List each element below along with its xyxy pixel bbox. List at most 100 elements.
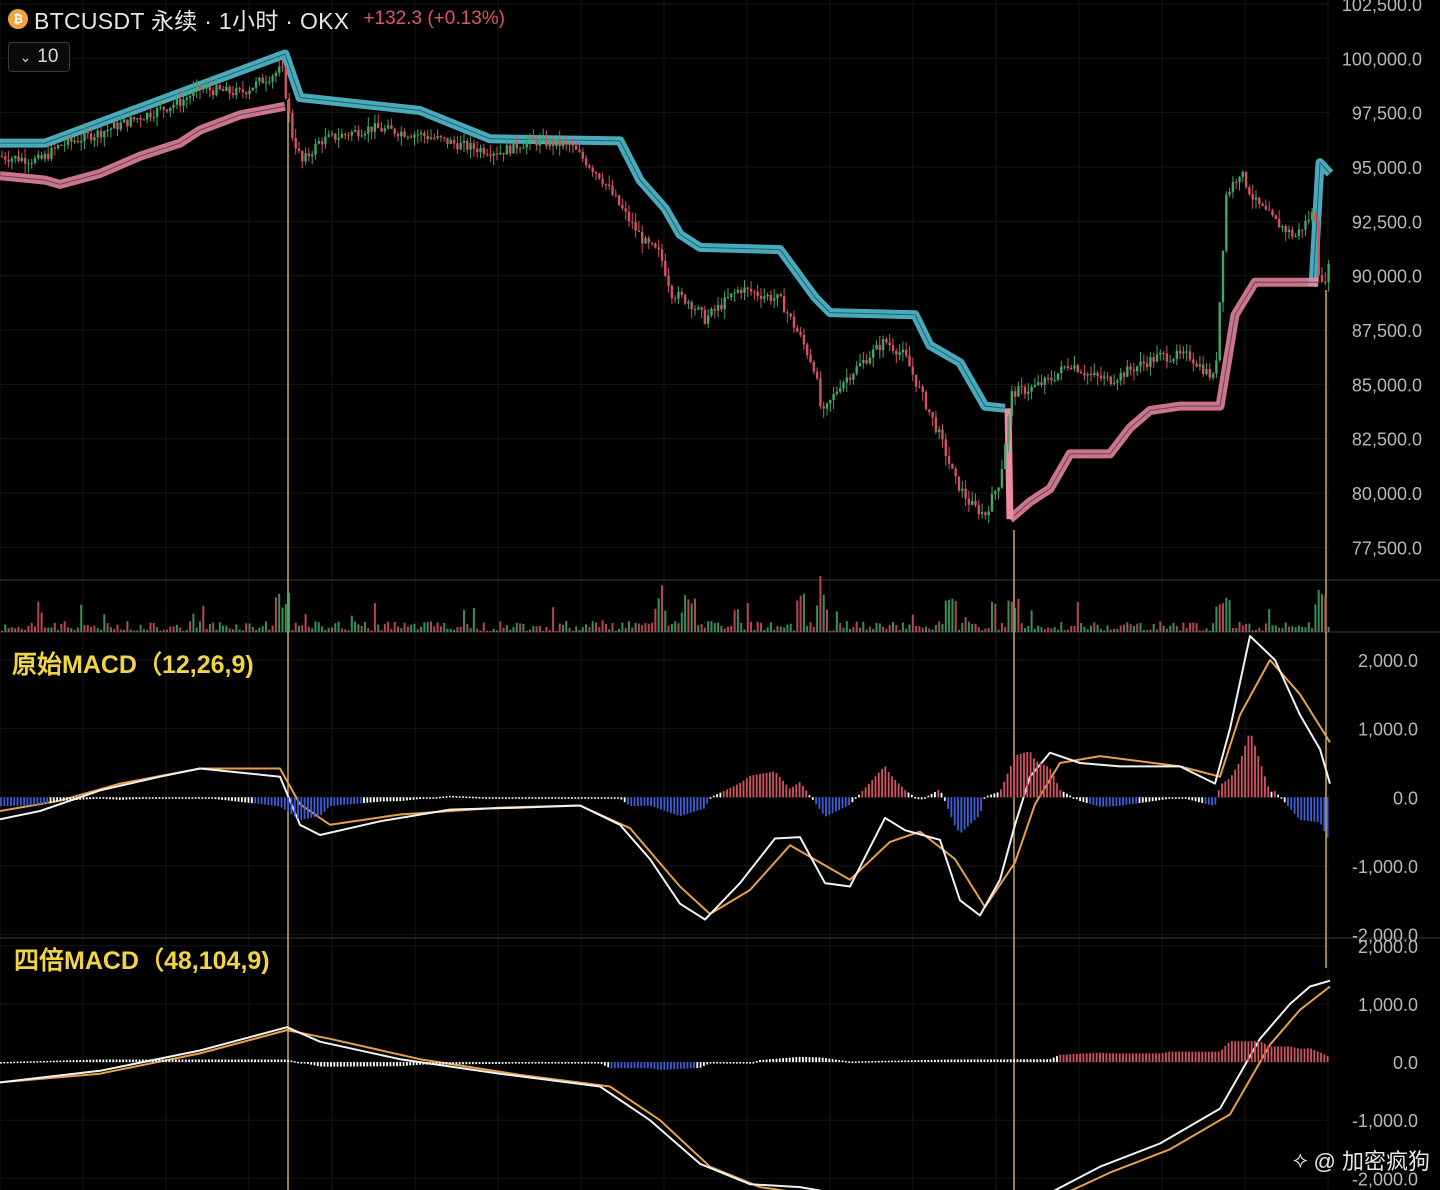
volume-bar bbox=[393, 622, 396, 632]
histogram-bar bbox=[105, 797, 108, 799]
volume-bar bbox=[542, 630, 545, 632]
histogram-bar bbox=[13, 1061, 16, 1064]
candle-body bbox=[1040, 382, 1043, 385]
histogram-bar bbox=[488, 797, 491, 799]
histogram-bar bbox=[224, 797, 227, 801]
histogram-bar bbox=[722, 1062, 725, 1064]
histogram-bar bbox=[181, 1059, 184, 1063]
volume-bar bbox=[479, 630, 482, 632]
histogram-bar bbox=[36, 797, 39, 805]
volume-bar bbox=[733, 609, 736, 632]
volume-bar bbox=[1264, 623, 1267, 632]
histogram-bar bbox=[1042, 1059, 1045, 1063]
candle-body bbox=[756, 291, 759, 296]
volume-bar bbox=[505, 625, 508, 632]
histogram-bar bbox=[376, 1062, 379, 1067]
histogram-bar bbox=[1237, 1041, 1240, 1063]
candle-body bbox=[380, 128, 383, 132]
candle-body bbox=[624, 208, 627, 212]
histogram-bar bbox=[561, 1062, 563, 1064]
candle-body bbox=[1142, 361, 1145, 364]
volume-bar bbox=[347, 630, 350, 632]
volume-bar bbox=[529, 629, 531, 632]
volume-bar bbox=[1294, 627, 1297, 632]
histogram-bar bbox=[1165, 1052, 1167, 1063]
candle-body bbox=[951, 463, 954, 469]
volume-bar bbox=[350, 615, 353, 632]
volume-bar bbox=[410, 624, 413, 632]
histogram-bar bbox=[815, 1057, 817, 1063]
histogram-bar bbox=[109, 797, 111, 800]
histogram-bar bbox=[574, 797, 577, 799]
volume-bar bbox=[93, 625, 96, 632]
histogram-bar bbox=[1237, 763, 1240, 798]
histogram-bar bbox=[320, 1062, 322, 1067]
volume-bar bbox=[555, 630, 558, 632]
volume-bar bbox=[17, 626, 20, 632]
histogram-bar bbox=[646, 797, 649, 806]
histogram-bar bbox=[92, 1059, 95, 1063]
histogram-bar bbox=[92, 797, 95, 799]
histogram-bar bbox=[379, 797, 382, 802]
histogram-bar bbox=[247, 797, 250, 803]
histogram-bar bbox=[1132, 1053, 1134, 1063]
candle-body bbox=[749, 288, 753, 292]
histogram-bar bbox=[369, 797, 372, 803]
candle-body bbox=[165, 109, 169, 112]
histogram-bar bbox=[481, 1062, 484, 1065]
histogram-bar bbox=[194, 797, 197, 799]
histogram-bar bbox=[1138, 797, 1141, 804]
volume-bar bbox=[591, 621, 594, 632]
symbol-title[interactable]: BTCUSDT 永续 · 1小时 · OKX bbox=[34, 8, 350, 34]
histogram-bar bbox=[861, 1061, 864, 1063]
histogram-bar bbox=[1178, 1051, 1180, 1063]
volume-bar bbox=[1189, 622, 1191, 632]
candle-body bbox=[875, 344, 878, 350]
histogram-bar bbox=[848, 797, 850, 806]
histogram-bar bbox=[1036, 1059, 1039, 1063]
candle-body bbox=[152, 117, 155, 119]
candle-body bbox=[1202, 364, 1205, 374]
macd-pane-1: 2,000.01,000.00.0-1,000.0-2,000.0 bbox=[0, 635, 1418, 946]
volume-bar bbox=[1271, 625, 1274, 632]
candle-body bbox=[568, 142, 571, 145]
histogram-bar bbox=[904, 790, 907, 798]
histogram-bar bbox=[1270, 1046, 1273, 1063]
candle-body bbox=[690, 302, 693, 310]
volume-bar bbox=[159, 630, 162, 632]
volume-bar bbox=[1076, 601, 1079, 632]
histogram-bar bbox=[293, 797, 296, 817]
volume-bar bbox=[515, 622, 518, 632]
candle-body bbox=[687, 302, 690, 304]
histogram-bar bbox=[445, 796, 448, 798]
histogram-bar bbox=[178, 1059, 181, 1063]
histogram-bar bbox=[673, 1062, 676, 1070]
volume-bar bbox=[40, 612, 43, 632]
candle-body bbox=[311, 154, 314, 157]
histogram-bar bbox=[960, 1059, 963, 1063]
candle-body bbox=[1033, 384, 1037, 387]
histogram-bar bbox=[749, 775, 751, 798]
volume-bar bbox=[314, 621, 317, 632]
candle-body bbox=[492, 153, 495, 156]
histogram-bar bbox=[1290, 797, 1293, 810]
volume-bar bbox=[1093, 622, 1096, 632]
candle-body bbox=[532, 136, 535, 140]
candle-body bbox=[1122, 372, 1126, 377]
histogram-bar bbox=[356, 797, 359, 804]
histogram-bar bbox=[1181, 1051, 1184, 1063]
volume-bar bbox=[1103, 630, 1106, 632]
volume-bar bbox=[925, 626, 927, 632]
volume-bar bbox=[601, 620, 604, 632]
candle-body bbox=[740, 289, 743, 293]
indicator-collapse-button[interactable]: ⌄ 10 bbox=[8, 42, 70, 72]
histogram-bar bbox=[1320, 1052, 1322, 1063]
volume-bar bbox=[776, 625, 779, 632]
histogram-bar bbox=[729, 1062, 732, 1064]
volume-bar bbox=[793, 630, 795, 632]
histogram-bar bbox=[897, 1060, 900, 1063]
histogram-bar bbox=[221, 1059, 223, 1063]
histogram-bar bbox=[23, 797, 25, 806]
volume-bar bbox=[598, 626, 601, 632]
